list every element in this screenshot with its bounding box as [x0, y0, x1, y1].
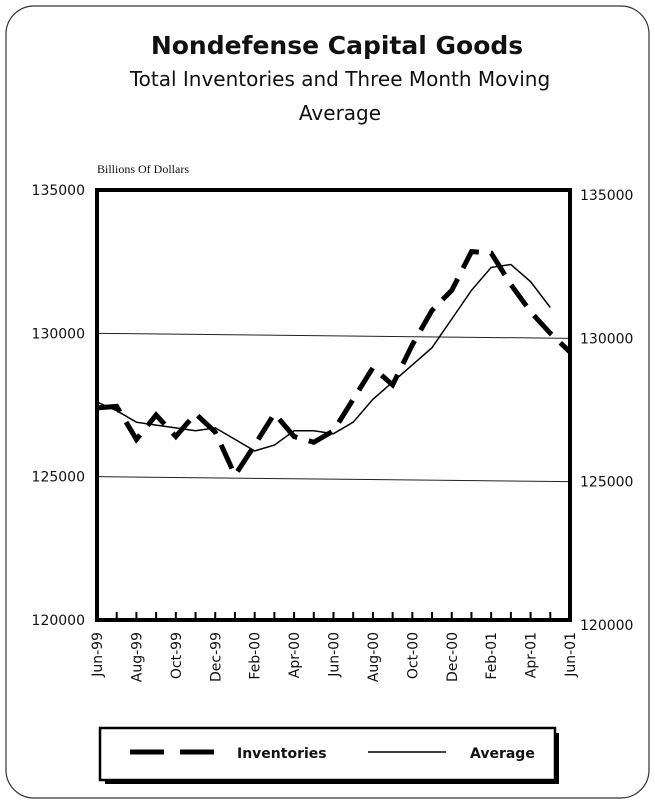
grid-line — [96, 476, 571, 483]
page-border — [5, 5, 650, 799]
chart-title: Nondefense Capital Goods — [151, 31, 523, 60]
plot-frame — [95, 188, 572, 622]
x-tick-label: Oct-00 — [405, 632, 421, 679]
x-tick-label: Apr-00 — [287, 632, 303, 678]
y2-tick-label: 120000 — [580, 618, 633, 634]
legend-shadow — [555, 733, 559, 784]
x-tick-label: Aug-99 — [129, 632, 145, 682]
y2-tick-label: 135000 — [580, 188, 633, 204]
y-tick-label: 120000 — [32, 613, 85, 629]
y-axis-label: Billions Of Dollars — [97, 162, 189, 176]
x-tick-label: Dec-99 — [208, 632, 224, 682]
y2-tick-label: 130000 — [580, 331, 633, 347]
x-tick-label: Aug-00 — [366, 632, 382, 682]
x-tick-label: Apr-01 — [524, 632, 540, 678]
chart-subtitle: Total Inventories and Three Month Moving… — [129, 67, 551, 125]
x-tick-label: Dec-00 — [445, 632, 461, 682]
line-series — [96, 263, 551, 452]
line-series — [96, 248, 572, 481]
y-tick-label: 130000 — [32, 326, 85, 342]
y-tick-label: 125000 — [32, 470, 85, 486]
x-tick-label: Jun-00 — [327, 632, 343, 678]
grid-line — [96, 332, 571, 339]
legend-label: Inventories — [237, 746, 327, 762]
x-tick-label: Jun-01 — [563, 632, 579, 678]
x-tick-label: Feb-00 — [248, 632, 264, 680]
x-tick-label: Jun-99 — [90, 632, 106, 678]
subtitle-box: Total Inventories and Three Month Moving… — [129, 67, 551, 125]
legend-shadow — [105, 780, 559, 784]
y2-tick-label: 125000 — [580, 475, 633, 491]
y-tick-label: 135000 — [32, 183, 85, 199]
legend-label: Average — [470, 746, 535, 762]
x-tick-label: Oct-99 — [169, 632, 185, 679]
x-tick-label: Feb-01 — [484, 632, 500, 680]
